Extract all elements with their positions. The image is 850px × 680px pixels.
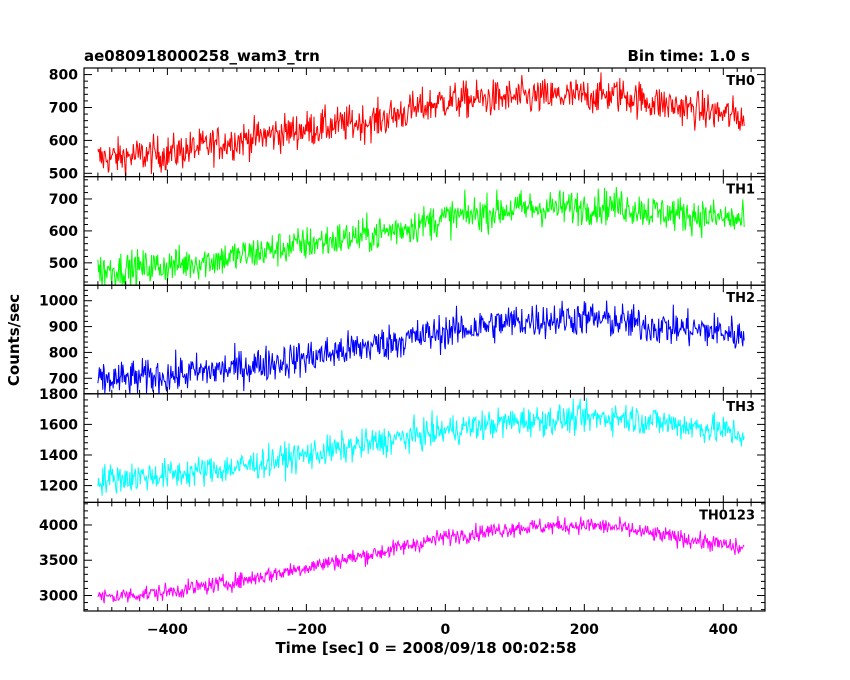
y-tick-label: 600: [49, 224, 78, 240]
x-axis-label: Time [sec] 0 = 2008/09/18 00:02:58: [275, 639, 576, 657]
panel-frame: [83, 67, 766, 178]
y-tick-label: 1600: [39, 417, 78, 433]
panel-th3: 1200 1400 1600 1800 TH3: [39, 387, 766, 503]
y-axis-label: Counts/sec: [5, 294, 23, 386]
y-tick-label: 700: [49, 371, 78, 387]
series-line-th2: [97, 300, 745, 394]
chart-title: ae080918000258_wam3_trn: [84, 47, 320, 65]
series-line-th3: [97, 398, 745, 496]
panel-frame: [83, 501, 766, 612]
x-tick-label: 400: [709, 622, 738, 638]
panel-label-th0: TH0: [726, 74, 755, 89]
panel-label-th3: TH3: [726, 400, 755, 415]
y-tick-label: 500: [49, 256, 78, 272]
y-tick-label: 1400: [39, 448, 78, 464]
series-line-th1: [97, 186, 745, 286]
y-tick-label: 700: [49, 100, 78, 116]
panel-th0123: 3000 3500 4000 TH0123: [39, 501, 766, 612]
y-tick-label: 900: [49, 320, 78, 336]
panel-th2: 700 800 900 1000 TH2: [39, 284, 766, 395]
y-tick-label: 3500: [39, 553, 78, 569]
panel-th1: 500 600 700 TH1: [49, 176, 766, 286]
panels-group: 500 600 700 800 TH0 500 600 700 TH1 700 800 900 1000…: [39, 67, 766, 612]
y-tick-label: 4000: [39, 518, 78, 534]
panel-label-th0123: TH0123: [699, 508, 755, 523]
x-tick-label: −400: [147, 622, 188, 638]
panel-th0: 500 600 700 800 TH0: [49, 67, 766, 182]
y-tick-label: 1000: [39, 294, 78, 310]
panel-label-th1: TH1: [726, 183, 755, 198]
y-tick-label: 3000: [39, 588, 78, 604]
y-tick-label: 1200: [39, 479, 78, 495]
series-line-th0123: [97, 516, 745, 604]
bin-time-label: Bin time: 1.0 s: [627, 47, 750, 65]
x-tick-label: −200: [286, 622, 327, 638]
panel-frame: [83, 393, 766, 503]
x-axis: −400 −200 0 200 400: [147, 622, 738, 638]
series-line-th0: [97, 72, 745, 177]
panel-label-th2: TH2: [726, 291, 755, 306]
x-tick-label: 0: [440, 622, 450, 638]
x-tick-label: 200: [570, 622, 599, 638]
y-tick-label: 800: [49, 345, 78, 361]
y-tick-label: 600: [49, 133, 78, 149]
y-tick-label: 800: [49, 68, 78, 84]
y-tick-label: 700: [49, 192, 78, 208]
y-tick-label: 500: [49, 166, 78, 182]
y-tick-label: 1800: [39, 387, 78, 403]
